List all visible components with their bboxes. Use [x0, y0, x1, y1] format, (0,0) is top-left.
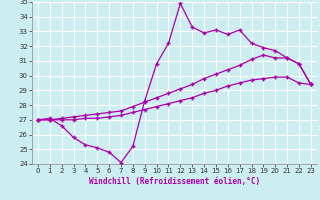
X-axis label: Windchill (Refroidissement éolien,°C): Windchill (Refroidissement éolien,°C)	[89, 177, 260, 186]
